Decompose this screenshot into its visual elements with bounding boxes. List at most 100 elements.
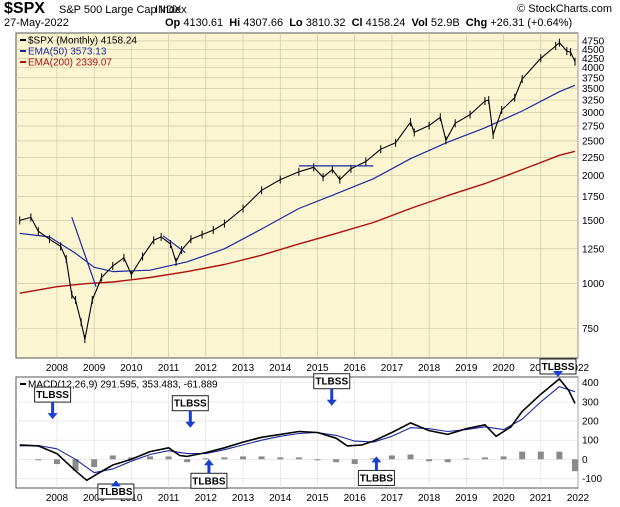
macd-histogram-bar — [370, 458, 377, 460]
macd-legend-entry: MACD(12,26,9) 291.595, 353.483, -61.889 — [28, 380, 218, 391]
macd-histogram-bar — [72, 459, 79, 471]
open-label: Op — [165, 17, 181, 29]
macd-x-tick-label: 2015 — [306, 493, 329, 504]
low-label: Lo — [289, 17, 303, 29]
price-y-tick-label: 750 — [582, 324, 599, 335]
price-panel-background — [15, 32, 579, 359]
price-y-tick-label: 4000 — [582, 63, 605, 74]
macd-y-tick-label: 100 — [582, 436, 599, 447]
annotation-arrow-head — [326, 399, 337, 406]
annotation-label: TLBSS — [174, 399, 207, 410]
macd-x-tick-label: 2020 — [492, 493, 515, 504]
macd-histogram-bar — [277, 457, 284, 460]
macd-histogram-bar — [184, 459, 191, 463]
price-y-tick-label: 2000 — [582, 171, 605, 182]
macd-histogram-bar — [426, 459, 433, 462]
high-value: 4307.66 — [243, 17, 284, 29]
annotation-label: TLBBS — [360, 473, 394, 484]
price-y-tick-label: 1500 — [582, 216, 605, 227]
low-value: 3810.32 — [305, 17, 346, 29]
macd-histogram-bar — [463, 458, 470, 460]
volume-label: Vol — [411, 17, 428, 29]
price-y-tick-label: 4250 — [582, 54, 605, 65]
price-y-tick-label: 2500 — [582, 136, 605, 147]
macd-histogram-bar — [351, 459, 358, 465]
macd-histogram-bar — [519, 451, 526, 460]
macd-x-tick-label: 2008 — [46, 493, 69, 504]
price-y-tick-label: 1000 — [582, 279, 605, 290]
price-x-tick-label: 2015 — [306, 363, 329, 374]
price-x-tick-label: 2011 — [158, 363, 180, 374]
macd-x-tick-label: 2009 — [83, 493, 106, 504]
price-legend-entry: EMA(50) 3573.13 — [28, 47, 107, 58]
macd-histogram-bar — [221, 457, 228, 460]
macd-x-tick-label: 2013 — [232, 493, 255, 504]
macd-histogram-bar — [258, 456, 265, 460]
annotation: TLBSS — [171, 395, 209, 428]
price-line — [19, 42, 576, 340]
price-y-tick-label: 4500 — [582, 45, 605, 56]
price-y-tick-label: 1750 — [582, 192, 605, 203]
macd-histogram-bar — [146, 456, 153, 460]
macd-y-tick-label: 200 — [582, 417, 599, 428]
macd-histogram-bar — [572, 459, 579, 472]
price-x-tick-label: 2017 — [381, 363, 404, 374]
macd-histogram-bar — [537, 451, 544, 460]
change-label: Chg — [465, 17, 488, 29]
macd-histogram-bar — [407, 454, 414, 460]
annotation-label: TLBSS — [36, 390, 69, 401]
annotation-label: TLBBS — [192, 476, 226, 487]
trendline — [71, 217, 97, 287]
annotation-arrow-head — [371, 456, 382, 463]
price-x-tick-label: 2022 — [567, 363, 590, 374]
annotation-label: TLBSS — [315, 377, 348, 388]
symbol-title: $SPX — [4, 0, 45, 17]
annotation: TLBSS — [313, 373, 351, 406]
macd-histogram-bar — [314, 459, 321, 461]
price-y-tick-label: 2250 — [582, 153, 605, 164]
macd-histogram-bar — [481, 457, 488, 460]
macd-x-tick-label: 2011 — [158, 493, 180, 504]
macd-histogram-bar — [53, 459, 60, 465]
price-y-tick-label: 3750 — [582, 73, 605, 84]
price-x-tick-label: 2010 — [120, 363, 143, 374]
price-x-tick-label: 2016 — [344, 363, 367, 374]
price-y-tick-label: 2750 — [582, 122, 605, 133]
macd-histogram-bar — [333, 459, 340, 463]
macd-histogram-bar — [109, 455, 116, 460]
price-legend-entry: EMA(200) 2339.07 — [28, 58, 112, 69]
close-label: Cl — [351, 17, 363, 29]
macd-x-tick-label: 2021 — [530, 493, 553, 504]
macd-y-tick-label: 0 — [582, 455, 588, 466]
price-x-tick-label: 2013 — [232, 363, 255, 374]
macd-x-tick-label: 2012 — [195, 493, 218, 504]
annotation-arrow-head — [110, 480, 121, 487]
price-legend-entry: $SPX (Monthly) 4158.24 — [28, 36, 137, 47]
price-x-tick-label: 2014 — [269, 363, 292, 374]
price-x-tick-label: 2008 — [46, 363, 69, 374]
macd-histogram-bar — [91, 459, 98, 467]
price-x-tick-label: 2019 — [455, 363, 478, 374]
macd-x-tick-label: 2022 — [567, 493, 590, 504]
quote-summary: Op 4130.61 Hi 4307.66 Lo 3810.32 Cl 4158… — [165, 17, 572, 29]
volume-value: 52.9B — [430, 17, 460, 29]
high-label: Hi — [229, 17, 241, 29]
annotation: TLBBS — [357, 456, 395, 486]
price-y-tick-label: 3500 — [582, 84, 605, 95]
annotation: TLBSS — [539, 358, 577, 377]
macd-x-tick-label: 2019 — [455, 493, 478, 504]
price-x-tick-label: 2018 — [418, 363, 441, 374]
index-tag: INDX — [155, 4, 182, 16]
price-x-tick-label: 2009 — [83, 363, 106, 374]
annotation: TLBBS — [190, 459, 228, 489]
trendline — [162, 235, 186, 254]
close-value: 4158.24 — [365, 17, 406, 29]
macd-histogram-bar — [128, 457, 135, 460]
macd-histogram-bar — [202, 458, 209, 460]
annotation: TLBSS — [34, 386, 72, 420]
price-y-tick-label: 3000 — [582, 108, 605, 119]
quote-date: 27-May-2022 — [4, 17, 69, 29]
macd-y-tick-label: 400 — [582, 378, 599, 389]
macd-histogram-bar — [388, 455, 395, 460]
annotation-arrow-head — [47, 413, 58, 420]
